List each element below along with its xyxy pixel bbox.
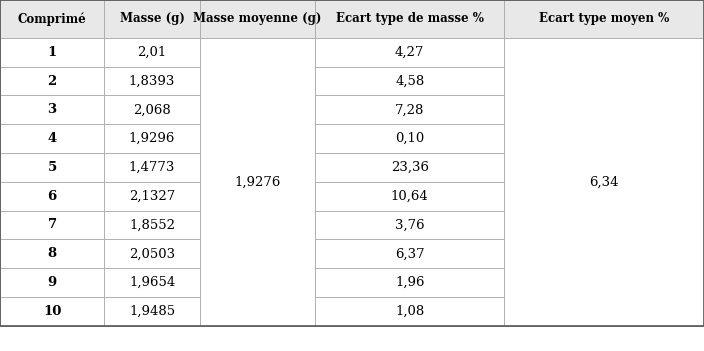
Bar <box>504 182 704 211</box>
Bar <box>104 124 200 153</box>
Bar <box>504 95 704 124</box>
Bar <box>0 268 104 297</box>
Bar <box>504 38 704 67</box>
Text: 4: 4 <box>47 132 57 145</box>
Text: 1: 1 <box>47 46 57 59</box>
Bar <box>0 297 104 326</box>
Text: 10,64: 10,64 <box>391 190 429 203</box>
Bar <box>104 0 200 38</box>
Bar <box>104 268 200 297</box>
Bar <box>0 239 104 268</box>
Bar <box>200 67 315 95</box>
Text: Masse (g): Masse (g) <box>120 12 184 26</box>
Bar <box>504 38 704 326</box>
Bar <box>504 153 704 182</box>
Bar <box>0 38 104 67</box>
Bar <box>315 95 504 124</box>
Text: Masse moyenne (g): Masse moyenne (g) <box>194 12 322 26</box>
Text: 9: 9 <box>47 276 57 289</box>
Bar <box>504 297 704 326</box>
Bar <box>504 124 704 153</box>
Bar <box>104 297 200 326</box>
Text: 1,9276: 1,9276 <box>234 175 281 188</box>
Bar <box>104 95 200 124</box>
Bar <box>200 95 315 124</box>
Bar <box>315 153 504 182</box>
Bar <box>200 38 315 326</box>
Bar <box>504 211 704 239</box>
Bar <box>0 211 104 239</box>
Bar <box>200 268 315 297</box>
Bar <box>315 268 504 297</box>
Bar <box>315 0 504 38</box>
Bar <box>315 239 504 268</box>
Text: 1,9654: 1,9654 <box>129 276 175 289</box>
Text: 2,068: 2,068 <box>133 103 171 117</box>
Bar <box>504 0 704 38</box>
Bar <box>104 239 200 268</box>
Bar <box>315 182 504 211</box>
Text: 6,34: 6,34 <box>589 175 619 188</box>
Bar <box>200 153 315 182</box>
Text: 7,28: 7,28 <box>395 103 425 117</box>
Text: 0,10: 0,10 <box>395 132 425 145</box>
Text: 2,01: 2,01 <box>137 46 167 59</box>
Bar <box>315 38 504 67</box>
Bar <box>200 211 315 239</box>
Text: 3,76: 3,76 <box>395 218 425 232</box>
Text: 7: 7 <box>48 218 56 232</box>
Bar <box>504 67 704 95</box>
Text: 8: 8 <box>48 247 56 260</box>
Bar <box>315 297 504 326</box>
Text: 1,8552: 1,8552 <box>129 218 175 232</box>
Bar <box>200 124 315 153</box>
Text: 10: 10 <box>43 305 61 318</box>
Bar <box>200 38 315 67</box>
Bar <box>0 153 104 182</box>
Text: 1,96: 1,96 <box>395 276 425 289</box>
Text: 6,37: 6,37 <box>395 247 425 260</box>
Text: 4,58: 4,58 <box>395 74 425 88</box>
Text: 1,9296: 1,9296 <box>129 132 175 145</box>
Bar <box>0 124 104 153</box>
Text: 1,8393: 1,8393 <box>129 74 175 88</box>
Bar <box>104 153 200 182</box>
Text: 6: 6 <box>47 190 57 203</box>
Text: 2,0503: 2,0503 <box>129 247 175 260</box>
Bar <box>0 0 104 38</box>
Bar <box>315 124 504 153</box>
Text: 1,9485: 1,9485 <box>129 305 175 318</box>
Bar <box>104 38 200 67</box>
Text: 1,4773: 1,4773 <box>129 161 175 174</box>
Bar <box>0 182 104 211</box>
Text: Ecart type de masse %: Ecart type de masse % <box>336 12 484 26</box>
Bar <box>104 211 200 239</box>
Text: 3: 3 <box>48 103 56 117</box>
Bar <box>504 268 704 297</box>
Text: 5: 5 <box>47 161 57 174</box>
Bar <box>200 182 315 211</box>
Bar <box>0 67 104 95</box>
Bar <box>504 239 704 268</box>
Bar <box>104 67 200 95</box>
Text: Comprimé: Comprimé <box>18 12 87 26</box>
Bar <box>0 95 104 124</box>
Text: Ecart type moyen %: Ecart type moyen % <box>539 12 670 26</box>
Text: 2: 2 <box>47 74 57 88</box>
Text: 4,27: 4,27 <box>395 46 425 59</box>
Text: 23,36: 23,36 <box>391 161 429 174</box>
Bar <box>315 211 504 239</box>
Text: 1,08: 1,08 <box>395 305 425 318</box>
Bar <box>104 182 200 211</box>
Bar <box>200 297 315 326</box>
Bar <box>315 67 504 95</box>
Text: 2,1327: 2,1327 <box>129 190 175 203</box>
Bar <box>200 0 315 38</box>
Bar <box>200 239 315 268</box>
